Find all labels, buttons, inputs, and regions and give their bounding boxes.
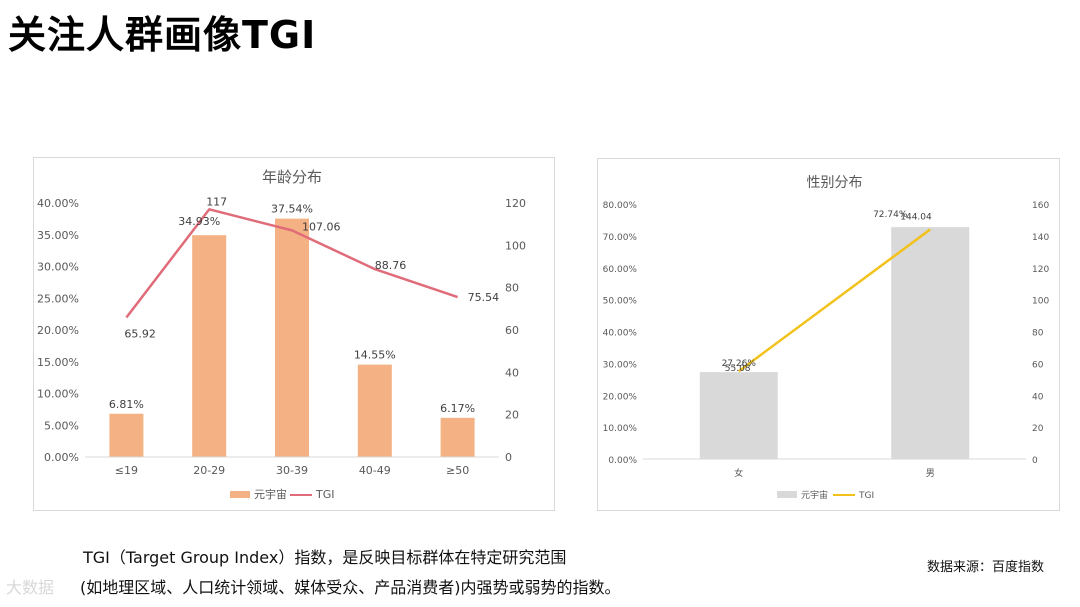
gender-chart-title: 性别分布 [807,175,863,191]
gender-y-right-tick: 40 [1032,392,1044,402]
age-y-right-tick: 100 [505,239,526,252]
age-x-tick: 40-49 [359,464,391,477]
age-tgi-label: 65.92 [124,327,155,340]
gender-chart-svg: 性别分布 0.00% 10.00% 20.00% 30.00% 40.00% 50.00% 6… [603,175,1050,501]
age-tgi-label: 88.76 [375,259,407,272]
age-y-left-tick: 0.00% [44,451,79,464]
gender-y-left-tick: 30.00% [603,360,638,370]
age-y-left-tick: 30.00% [37,261,79,274]
gender-y-left-tick: 40.00% [603,329,638,339]
age-x-tick: ≤19 [115,464,138,477]
age-x-tick: 30-39 [276,464,308,477]
age-y-right-tick: 0 [505,451,512,464]
gender-bar-label: 27.26% [722,359,757,369]
gender-y-left-tick: 80.00% [603,201,638,211]
gender-y-left-tick: 20.00% [603,392,638,402]
age-bar [109,413,144,457]
age-y-left-tick: 20.00% [37,324,79,337]
age-y-left-tick: 5.00% [44,419,79,432]
gender-y-left-tick: 10.00% [603,424,638,434]
age-bar [357,364,392,457]
gender-legend-bar-swatch [777,491,797,498]
gender-x-tick: 女 [734,467,743,479]
gender-y-left-tick: 60.00% [603,265,638,275]
gender-y-right-tick: 120 [1032,265,1049,275]
tgi-description-line-2: (如地理区域、人口统计领域、媒体受众、产品消费者)内强势或弱势的指数。 [80,578,621,597]
gender-y-left-tick: 70.00% [603,233,638,243]
gender-bar-label: 72.74% [873,210,908,220]
tgi-description-line-1: TGI（Target Group Index）指数，是反映目标群体在特定研究范围 [83,548,567,567]
gender-y-right-tick: 140 [1032,233,1049,243]
age-tgi-label: 107.06 [302,220,341,233]
gender-y-right-tick: 60 [1032,360,1044,370]
age-legend-bar-label: 元宇宙 [254,487,287,501]
age-y-right-tick: 40 [505,366,519,379]
age-bar [192,235,227,457]
age-y-left-tick: 25.00% [37,292,79,305]
age-y-left-tick: 10.00% [37,388,79,401]
gender-y-right-tick: 100 [1032,297,1049,307]
page-title: 关注人群画像TGI [8,13,317,57]
age-distribution-chart: 年龄分布 0.00% 5.00% 10.00% 15.00% 20.00% 25.00% 30… [33,157,555,511]
gender-y-right-tick: 80 [1032,329,1044,339]
age-bar-label: 34.93% [178,215,220,228]
age-tgi-label: 117 [206,195,227,208]
gender-distribution-chart: 性别分布 0.00% 10.00% 20.00% 30.00% 40.00% 50.00% 6… [597,158,1060,511]
gender-x-tick: 男 [926,468,935,479]
age-bar-label: 6.81% [109,398,144,411]
age-legend-line-label: TGI [315,488,335,501]
gender-y-right-tick: 20 [1032,424,1044,434]
age-bar [440,417,475,457]
gender-legend-line-label: TGI [858,491,874,501]
age-chart-title: 年龄分布 [262,168,322,186]
gender-tgi-label: 55.08 [725,364,751,374]
data-source: 数据来源：百度指数 [927,560,1045,575]
age-bar-label: 37.54% [271,203,313,216]
gender-tgi-line [738,228,931,373]
age-y-right-tick: 20 [505,409,519,422]
age-x-tick: ≥50 [446,464,469,477]
gender-y-left-tick: 0.00% [608,456,637,466]
gender-legend-bar-label: 元宇宙 [801,489,828,501]
watermark: 大数据 [6,578,55,597]
age-y-right-tick: 60 [505,324,519,337]
gender-bar [699,372,778,459]
age-y-left-tick: 35.00% [37,229,79,242]
age-x-tick: 20-29 [193,464,225,477]
age-y-left-tick: 40.00% [37,197,79,210]
age-tgi-label: 75.54 [468,291,500,304]
gender-bar [891,227,970,459]
age-bar-label: 14.55% [354,349,396,362]
age-chart-svg: 年龄分布 0.00% 5.00% 10.00% 15.00% 20.00% 25.00% 30… [37,168,526,501]
gender-y-right-tick: 0 [1032,456,1038,466]
gender-tgi-label: 144.04 [900,212,932,222]
gender-y-right-tick: 160 [1032,201,1049,211]
age-y-right-tick: 80 [505,282,519,295]
age-bar [275,218,309,457]
age-legend-bar-swatch [230,491,250,498]
gender-y-left-tick: 50.00% [603,297,638,307]
age-bar-label: 6.17% [440,402,475,415]
age-tgi-line [125,208,459,319]
age-y-right-tick: 120 [505,197,526,210]
age-y-left-tick: 15.00% [37,356,79,369]
